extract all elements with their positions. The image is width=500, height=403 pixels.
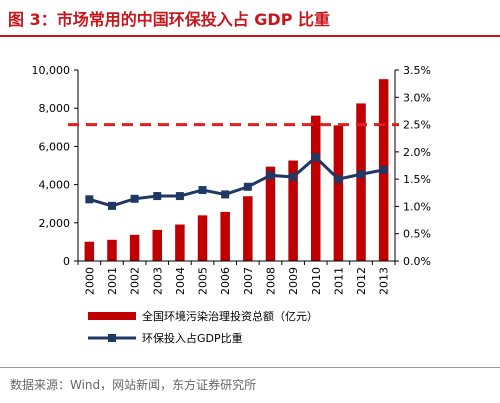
gdp-ratio-point-2013 bbox=[379, 165, 388, 174]
title-rule bbox=[0, 35, 500, 37]
bar-2001 bbox=[107, 239, 117, 261]
gdp-ratio-point-2011 bbox=[334, 175, 343, 184]
bar-2011 bbox=[333, 125, 344, 261]
bar-2004 bbox=[175, 224, 185, 261]
y-left-tick-label: 10,000 bbox=[32, 64, 71, 77]
gdp-ratio-point-2006 bbox=[221, 190, 230, 199]
gdp-ratio-point-2003 bbox=[153, 192, 162, 201]
gdp-ratio-point-2010 bbox=[311, 153, 320, 162]
x-tick-label: 2009 bbox=[287, 267, 300, 295]
x-tick-label: 2003 bbox=[151, 267, 164, 295]
gdp-ratio-point-2001 bbox=[107, 201, 116, 210]
x-tick-label: 2000 bbox=[83, 267, 96, 295]
gdp-ratio-point-2012 bbox=[357, 170, 366, 179]
y-right-tick-label: 0.5% bbox=[403, 228, 431, 241]
y-right-tick-label: 2.0% bbox=[403, 146, 431, 159]
y-right-tick-label: 3.5% bbox=[403, 64, 431, 77]
legend-bar-swatch bbox=[88, 312, 136, 320]
x-tick-label: 2002 bbox=[129, 267, 142, 295]
y-left-tick-label: 0 bbox=[63, 255, 70, 268]
legend-line-marker bbox=[108, 334, 116, 342]
bar-2005 bbox=[197, 215, 208, 261]
bar-2008 bbox=[265, 166, 276, 261]
bar-2007 bbox=[243, 196, 253, 261]
gdp-ratio-point-2007 bbox=[243, 182, 252, 191]
x-tick-label: 2008 bbox=[264, 267, 277, 295]
x-tick-label: 2005 bbox=[197, 267, 210, 295]
gdp-ratio-point-2002 bbox=[130, 194, 139, 203]
legend-line-label: 环保投入占GDP比重 bbox=[142, 331, 243, 345]
y-left-tick-label: 6,000 bbox=[39, 140, 71, 153]
y-right-tick-label: 0.0% bbox=[403, 255, 431, 268]
y-right-tick-label: 2.5% bbox=[403, 119, 431, 132]
footer-rule bbox=[0, 367, 500, 368]
x-tick-label: 2007 bbox=[242, 267, 255, 295]
y-left-tick-label: 2,000 bbox=[39, 217, 71, 230]
bar-2000 bbox=[84, 241, 95, 261]
y-right-tick-label: 3.0% bbox=[403, 91, 431, 104]
data-source: 数据来源：Wind，网站新闻，东方证券研究所 bbox=[10, 378, 257, 392]
x-tick-label: 2011 bbox=[332, 267, 345, 295]
gdp-ratio-point-2009 bbox=[289, 172, 298, 181]
chart-title: 图 3：市场常用的中国环保投入占 GDP 比重 bbox=[8, 10, 330, 29]
gdp-ratio-point-2005 bbox=[198, 186, 207, 195]
y-left-tick-label: 4,000 bbox=[39, 179, 71, 192]
legend-bar-label: 全国环境污染治理投资总额（亿元） bbox=[142, 309, 318, 323]
bar-2010 bbox=[311, 115, 321, 261]
gdp-ratio-point-2008 bbox=[266, 171, 275, 180]
bar-2002 bbox=[129, 234, 140, 261]
gdp-ratio-point-2004 bbox=[175, 192, 184, 201]
bar-2003 bbox=[152, 229, 162, 261]
x-tick-label: 2004 bbox=[174, 267, 187, 295]
y-left-tick-label: 8,000 bbox=[39, 102, 71, 115]
y-right-tick-label: 1.0% bbox=[403, 200, 431, 213]
x-tick-label: 2001 bbox=[106, 267, 119, 295]
y-right-tick-label: 1.5% bbox=[403, 173, 431, 186]
x-tick-label: 2013 bbox=[378, 267, 391, 295]
x-tick-label: 2012 bbox=[355, 267, 368, 295]
gdp-ratio-point-2000 bbox=[85, 195, 94, 204]
x-tick-label: 2006 bbox=[219, 267, 232, 295]
x-tick-label: 2010 bbox=[310, 267, 323, 295]
bar-2009 bbox=[288, 160, 298, 261]
bar-2012 bbox=[356, 103, 366, 261]
bar-2006 bbox=[220, 211, 230, 261]
